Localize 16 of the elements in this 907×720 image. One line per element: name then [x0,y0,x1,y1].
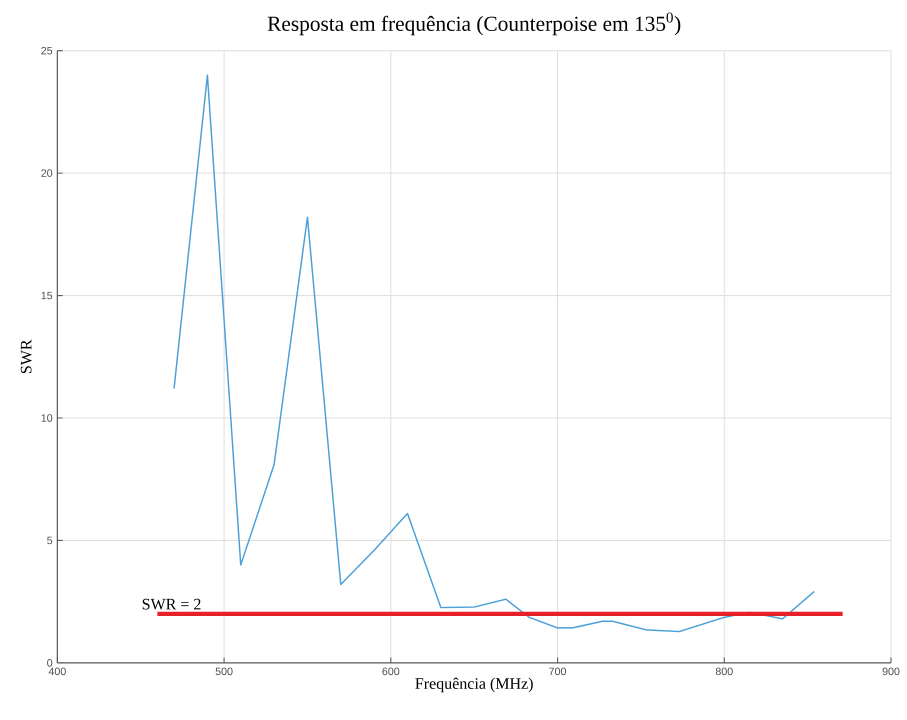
y-tick-label: 0 [47,658,52,667]
y-tick-label: 5 [47,536,52,544]
x-tick-label: 900 [882,667,900,676]
x-tick-label: 400 [48,667,66,676]
series-label: SWR = 2 [142,598,200,610]
x-tick-label: 600 [382,667,400,676]
x-tick-label: 500 [216,667,233,676]
y-axis-title: SWR [20,339,32,373]
x-tick-label: 700 [549,667,566,676]
chart-title: Resposta em frequência (Counterpoise em 135$^{0}$) [268,12,680,36]
y-tick-label: 10 [42,414,52,422]
x-tick-label: 800 [716,667,733,676]
y-tick-label: 25 [41,46,52,54]
y-tick-label: 20 [41,169,52,177]
y-tick-label: 15 [42,292,52,300]
x-axis-title: Frequência (MHz) [415,678,533,692]
